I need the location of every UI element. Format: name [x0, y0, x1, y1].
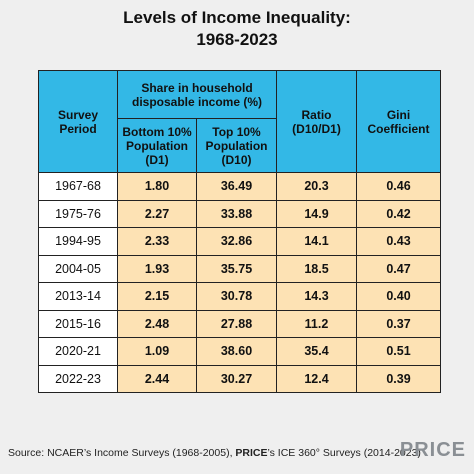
value-cell: 0.47 [356, 254, 441, 283]
source-text: ’s ICE 360° Surveys (2014-2023) [267, 447, 421, 459]
value-cell: 30.27 [196, 364, 277, 393]
value-cell: 0.39 [356, 364, 441, 393]
period-cell: 1967-68 [38, 172, 118, 201]
value-cell: 32.86 [196, 227, 277, 256]
value-cell: 14.3 [276, 282, 357, 311]
value-cell: 1.09 [117, 337, 197, 366]
header-cell: Top 10% Population (D10) [196, 118, 277, 173]
period-cell: 2004-05 [38, 254, 118, 283]
value-cell: 0.37 [356, 309, 441, 338]
title-line: Levels of Income Inequality: [123, 8, 351, 27]
value-cell: 36.49 [196, 172, 277, 201]
value-cell: 2.15 [117, 282, 197, 311]
logo: PRICE [399, 439, 466, 461]
table-body: 1967-68 1.80 36.49 20.3 0.46 1975-76 2.27 33.88… [38, 172, 441, 393]
period-cell: 2022-23 [38, 364, 118, 393]
table-row: 1975-76 2.27 33.88 14.9 0.42 [38, 199, 441, 228]
value-cell: 11.2 [276, 309, 357, 338]
header-cell: Gini Coefficient [356, 70, 441, 173]
header-cell: Share in household disposable income (%) [117, 70, 277, 119]
value-cell: 35.4 [276, 337, 357, 366]
table-row: 1967-68 1.80 36.49 20.3 0.46 [38, 172, 441, 201]
table-row: 2013-14 2.15 30.78 14.3 0.40 [38, 282, 441, 311]
value-cell: 14.9 [276, 199, 357, 228]
table-row: 2020-21 1.09 38.60 35.4 0.51 [38, 337, 441, 366]
value-cell: 0.51 [356, 337, 441, 366]
header-cell: Ratio (D10/D1) [276, 70, 357, 173]
table: Survey Period Share in household disposa… [38, 70, 441, 393]
value-cell: 20.3 [276, 172, 357, 201]
table-row: 1994-95 2.33 32.86 14.1 0.43 [38, 227, 441, 256]
value-cell: 27.88 [196, 309, 277, 338]
source-brand: PRICE [235, 447, 268, 459]
table-row: 2015-16 2.48 27.88 11.2 0.37 [38, 309, 441, 338]
header-cell: Bottom 10% Population (D1) [117, 118, 197, 173]
title-line: 1968-2023 [196, 30, 278, 49]
value-cell: 2.44 [117, 364, 197, 393]
value-cell: 2.27 [117, 199, 197, 228]
value-cell: 2.33 [117, 227, 197, 256]
value-cell: 18.5 [276, 254, 357, 283]
value-cell: 0.46 [356, 172, 441, 201]
value-cell: 0.43 [356, 227, 441, 256]
value-cell: 14.1 [276, 227, 357, 256]
value-cell: 35.75 [196, 254, 277, 283]
value-cell: 0.42 [356, 199, 441, 228]
period-cell: 2015-16 [38, 309, 118, 338]
period-cell: 2013-14 [38, 282, 118, 311]
table-row: 2004-05 1.93 35.75 18.5 0.47 [38, 254, 441, 283]
period-cell: 1975-76 [38, 199, 118, 228]
value-cell: 30.78 [196, 282, 277, 311]
value-cell: 38.60 [196, 337, 277, 366]
value-cell: 0.40 [356, 282, 441, 311]
header-cell: Survey Period [38, 70, 118, 173]
period-cell: 2020-21 [38, 337, 118, 366]
value-cell: 1.80 [117, 172, 197, 201]
table-row: 2022-23 2.44 30.27 12.4 0.39 [38, 364, 441, 393]
source-text: Source: NCAER’s Income Surveys (1968-200… [8, 447, 236, 459]
value-cell: 12.4 [276, 364, 357, 393]
source: Source: NCAER’s Income Surveys (1968-200… [8, 447, 421, 459]
period-cell: 1994-95 [38, 227, 118, 256]
value-cell: 33.88 [196, 199, 277, 228]
value-cell: 2.48 [117, 309, 197, 338]
value-cell: 1.93 [117, 254, 197, 283]
